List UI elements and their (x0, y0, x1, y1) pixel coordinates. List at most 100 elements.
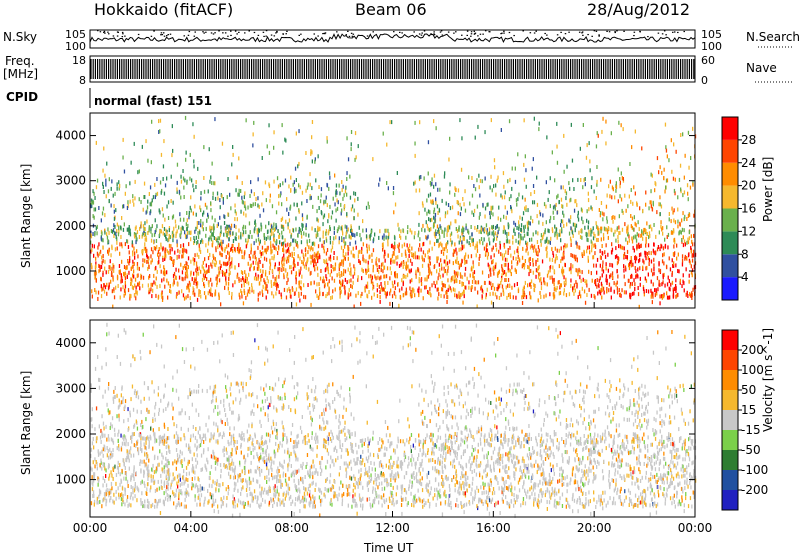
power-cell (108, 249, 109, 253)
power-cell (428, 275, 429, 279)
power-cell (427, 250, 428, 254)
power-cell (354, 254, 355, 258)
power-cell (170, 256, 171, 260)
power-cell (545, 294, 546, 298)
power-cell (262, 156, 263, 160)
power-cell (457, 235, 458, 239)
power-cell (107, 236, 108, 240)
power-cell (273, 282, 274, 286)
power-cell (101, 294, 102, 298)
power-cell (288, 212, 289, 216)
power-cell (527, 265, 528, 269)
power-cell (212, 260, 213, 264)
power-cell (436, 232, 437, 236)
power-cell (136, 249, 137, 253)
noise-search-point (236, 33, 238, 34)
power-cell (636, 245, 637, 249)
power-cell (351, 147, 352, 151)
velocity-cell (673, 447, 674, 451)
power-cell (591, 248, 592, 252)
power-cell (597, 292, 598, 296)
power-cell (613, 187, 614, 191)
power-cell (269, 151, 270, 155)
power-cell (596, 238, 597, 242)
power-cell (529, 283, 530, 287)
power-cell (278, 247, 279, 251)
power-cell (197, 221, 198, 225)
power-cell (383, 132, 384, 136)
noise-search-point (151, 36, 153, 37)
power-cell (120, 296, 121, 300)
power-cell (316, 294, 317, 298)
power-cell (378, 270, 379, 274)
power-cell (610, 287, 611, 291)
power-cell (486, 231, 487, 235)
power-cell (458, 227, 459, 231)
power-cell (588, 192, 589, 196)
power-cell (482, 294, 483, 298)
power-cell (474, 270, 475, 274)
power-cell (240, 278, 241, 282)
power-cell (185, 249, 186, 253)
power-cell (106, 194, 107, 198)
power-cell (659, 301, 660, 305)
power-cell (488, 263, 489, 267)
power-cell (410, 228, 411, 232)
power-cell (644, 290, 645, 294)
power-cell (120, 280, 121, 284)
power-cell (223, 201, 224, 205)
power-cell (556, 145, 557, 149)
power-cell (563, 134, 564, 138)
power-cell (285, 139, 286, 143)
power-cell (525, 168, 526, 172)
power-cell (371, 230, 372, 234)
power-cell (491, 286, 492, 290)
power-cell (659, 280, 660, 284)
power-cell (640, 283, 641, 287)
power-cell (382, 248, 383, 252)
power-cell (496, 237, 497, 241)
power-cell (508, 251, 509, 255)
power-cell (245, 274, 246, 278)
power-cell (182, 277, 183, 281)
power-cell (608, 236, 609, 240)
power-cell (430, 218, 431, 222)
power-cell (178, 255, 179, 259)
power-cell (572, 178, 573, 182)
power-cell (98, 291, 99, 295)
velocity-cell (144, 500, 145, 504)
power-cell (97, 297, 98, 301)
power-cell (344, 290, 345, 294)
power-cell (387, 239, 388, 243)
noise-search-point (421, 35, 423, 36)
power-cell (181, 180, 182, 184)
noise-search-point (336, 31, 338, 32)
noise-search-point (153, 30, 155, 31)
power-cell (302, 191, 303, 195)
power-cell (488, 274, 489, 278)
power-cell (467, 239, 468, 243)
power-cell (445, 284, 446, 288)
power-cell (444, 294, 445, 298)
power-cell (328, 291, 329, 295)
power-cell (210, 175, 211, 179)
power-cell (411, 268, 412, 272)
noise-search-point (97, 30, 99, 31)
power-cell (454, 293, 455, 297)
power-cell (419, 120, 420, 124)
power-cell (319, 287, 320, 291)
power-cell (344, 204, 345, 208)
power-cell (275, 277, 276, 281)
power-cell (226, 269, 227, 273)
power-cell (386, 236, 387, 240)
power-cell (339, 272, 340, 276)
power-cell (249, 254, 250, 258)
power-cell (282, 123, 283, 127)
power-cell (535, 249, 536, 253)
power-cell (244, 291, 245, 295)
power-cell (582, 220, 583, 224)
power-cell (174, 251, 175, 255)
power-cell (271, 225, 272, 229)
power-cell (583, 123, 584, 127)
power-cell (664, 190, 665, 194)
